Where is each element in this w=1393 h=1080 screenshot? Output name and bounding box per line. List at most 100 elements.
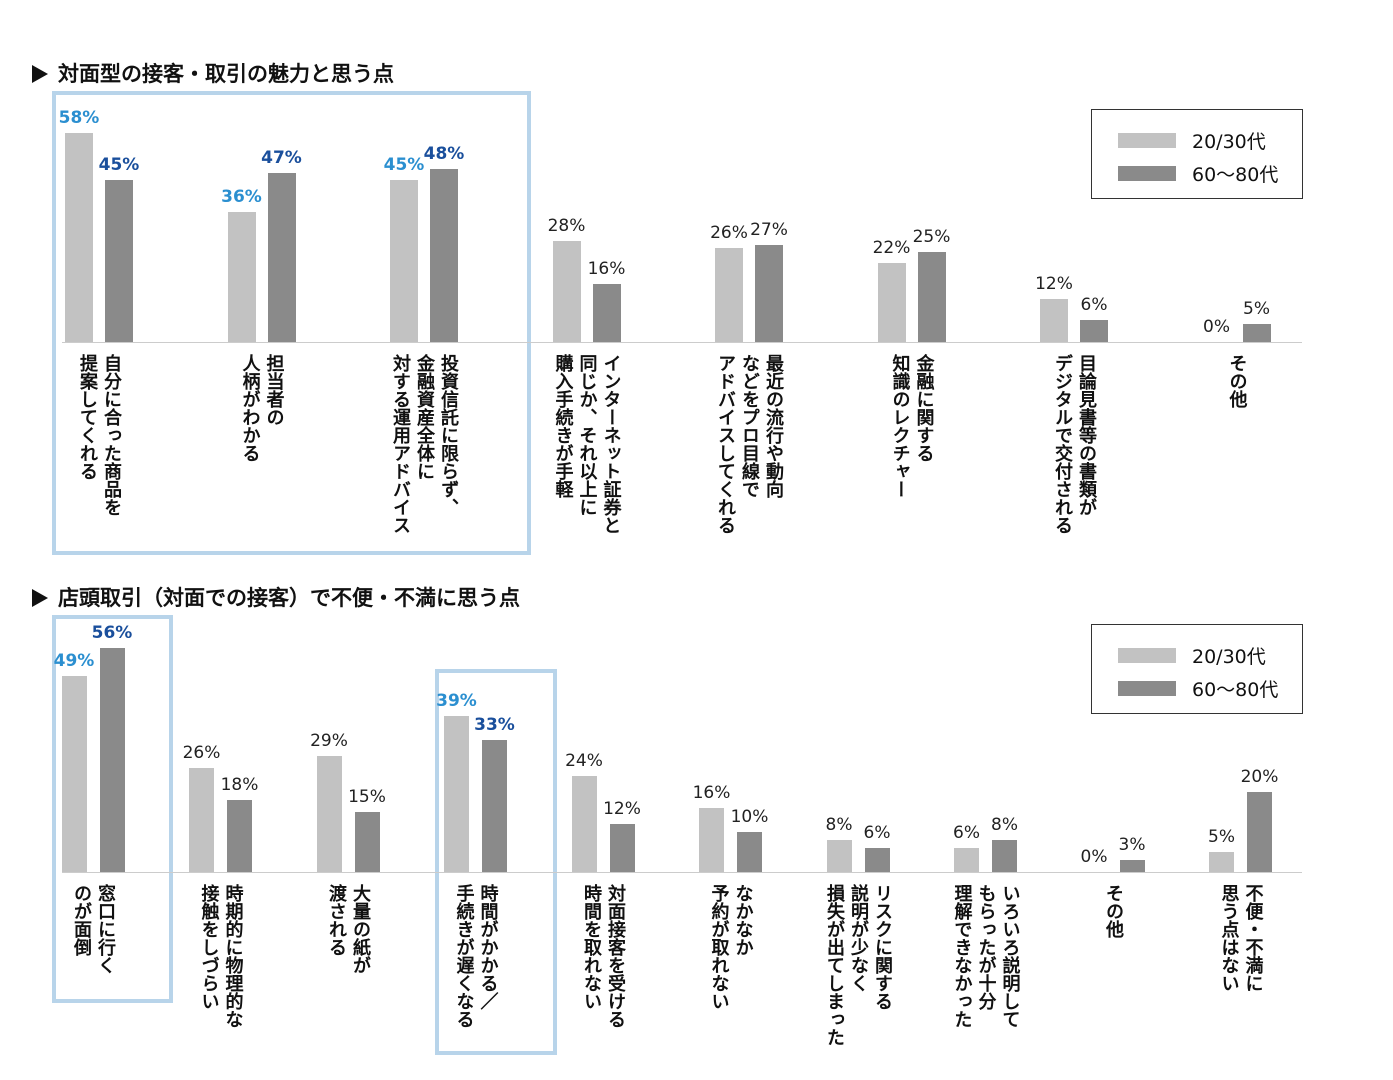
value-label-2-5-1: 10% xyxy=(730,807,769,827)
category-label-line: もらったが十分 xyxy=(975,884,997,1010)
category-label-line: 時間を取れない xyxy=(581,884,602,1010)
bar-2-3-1 xyxy=(482,740,507,872)
bar-1-7-1 xyxy=(1242,324,1271,342)
bar-1-2-1 xyxy=(430,169,458,342)
category-label-2-3: 時間がかかる／ 手続きが遅くなる xyxy=(452,884,500,1028)
category-label-line: 時期的に物理的な xyxy=(222,884,244,1028)
category-label-2-5: なかなか 予約が取れない xyxy=(707,884,755,1010)
value-label-1-3-0: 28% xyxy=(547,216,586,237)
value-label-2-6-1: 6% xyxy=(863,823,891,843)
bar-1-5-0 xyxy=(877,262,906,342)
bar-1-5-1 xyxy=(917,252,946,342)
category-label-1-0: 自分に合った商品を 提案してくれる xyxy=(75,354,123,516)
value-label-2-2-1: 15% xyxy=(348,787,386,807)
bar-2-4-0 xyxy=(571,776,597,872)
category-label-line: インターネット証券と xyxy=(600,354,622,534)
bar-1-0-1 xyxy=(105,180,133,342)
category-label-line: アドバイスしてくれる xyxy=(715,354,736,534)
category-label-line: デジタルで交付される xyxy=(1052,354,1073,534)
legend-swatch-series-1 xyxy=(1118,166,1176,181)
bar-2-2-0 xyxy=(316,756,342,872)
bar-1-2-0 xyxy=(390,180,418,342)
bar-1-4-0 xyxy=(715,248,743,342)
category-label-line: 同じか、それ以上に xyxy=(576,354,598,516)
bar-1-6-0 xyxy=(1040,298,1068,342)
category-label-2-2: 大量の紙が 渡される xyxy=(324,884,372,974)
bar-2-8-1 xyxy=(1119,860,1145,872)
category-label-line: 予約が取れない xyxy=(708,884,730,1010)
value-label-1-0-1: 45% xyxy=(98,155,140,175)
legend-label-series-1: 60〜80代 xyxy=(1192,679,1279,701)
value-label-2-3-0: 39% xyxy=(436,691,477,711)
value-label-1-0-0: 58% xyxy=(58,108,100,129)
bar-2-9-0 xyxy=(1209,852,1234,872)
bar-2-1-1 xyxy=(227,800,252,872)
category-label-line: 知識のレクチャー xyxy=(889,354,911,498)
chart1-highlight-box xyxy=(52,91,531,555)
category-label-line: なかなか xyxy=(732,884,754,956)
value-label-1-7-0: 0% xyxy=(1203,317,1230,337)
bar-2-3-0 xyxy=(444,716,469,872)
category-label-1-5: 金融に関する 知識のレクチャー xyxy=(888,354,936,498)
chart1-title: 対面型の接客・取引の魅力と思う点 xyxy=(32,58,394,88)
category-label-line: その他 xyxy=(1226,354,1248,408)
bar-2-5-0 xyxy=(699,808,724,872)
category-label-2-7: いろいろ説明して もらったが十分 理解できなかった xyxy=(950,884,1022,1028)
category-label-line: 不便・不満に xyxy=(1242,884,1264,992)
category-label-line: 提案してくれる xyxy=(77,354,98,480)
value-label-1-3-1: 16% xyxy=(587,259,626,280)
bar-2-9-1 xyxy=(1247,792,1272,872)
value-label-2-9-0: 5% xyxy=(1208,827,1235,847)
value-label-2-5-0: 16% xyxy=(692,783,731,803)
legend-label-series-1: 60〜80代 xyxy=(1192,164,1279,186)
value-label-2-2-0: 29% xyxy=(310,731,348,751)
value-label-2-3-1: 33% xyxy=(474,715,515,735)
value-label-2-7-1: 8% xyxy=(991,815,1018,835)
category-label-line: 思う点はない xyxy=(1218,884,1240,992)
chart2-baseline xyxy=(62,872,1302,873)
category-label-line: その他 xyxy=(1103,884,1124,938)
chart2-title: 店頭取引（対面での接客）で不便・不満に思う点 xyxy=(32,582,520,612)
category-label-line: 接触をしづらい xyxy=(198,884,220,1010)
chart2-legend: 20/30代 60〜80代 xyxy=(1091,624,1303,714)
chart2-highlight-box-1 xyxy=(435,669,557,1055)
category-label-1-3: インターネット証券と 同じか、それ以上に 購入手続きが手軽 xyxy=(551,354,623,534)
category-label-line: いろいろ説明して xyxy=(999,884,1021,1028)
legend-swatch-series-0 xyxy=(1118,133,1176,148)
value-label-2-1-0: 26% xyxy=(182,743,221,763)
value-label-2-7-0: 6% xyxy=(953,823,980,843)
triangle-icon xyxy=(32,65,48,83)
category-label-2-9: 不便・不満に 思う点はない xyxy=(1217,884,1265,992)
category-label-1-4: 最近の流行や動向 などをプロ目線で アドバイスしてくれる xyxy=(713,354,785,534)
value-label-1-2-0: 45% xyxy=(383,155,425,175)
value-label-2-8-0: 0% xyxy=(1080,847,1108,867)
category-label-line: 対面接客を受ける xyxy=(605,884,626,1028)
bar-2-1-0 xyxy=(189,768,214,872)
value-label-1-5-0: 22% xyxy=(872,237,911,258)
bar-1-4-1 xyxy=(755,244,783,342)
value-label-1-4-1: 27% xyxy=(750,219,788,240)
category-label-line: 金融資産全体に xyxy=(414,354,435,480)
value-label-1-4-0: 26% xyxy=(710,223,748,244)
bar-1-3-1 xyxy=(592,284,621,342)
value-label-1-7-1: 5% xyxy=(1243,299,1270,319)
category-label-line: 投資信託に限らず、 xyxy=(438,354,459,516)
bar-2-5-1 xyxy=(737,832,762,872)
value-label-2-9-1: 20% xyxy=(1240,767,1279,787)
category-label-line: 渡される xyxy=(326,884,347,956)
bar-2-6-0 xyxy=(826,840,852,872)
chart1-baseline xyxy=(62,342,1302,343)
triangle-icon xyxy=(32,589,48,607)
bar-2-2-1 xyxy=(354,812,380,872)
category-label-2-1: 時期的に物理的な 接触をしづらい xyxy=(197,884,245,1028)
value-label-2-1-1: 18% xyxy=(220,775,259,795)
category-label-1-7: その他 xyxy=(1225,354,1249,408)
category-label-line: 窓口に行く xyxy=(95,884,116,974)
value-label-2-6-0: 8% xyxy=(825,815,853,835)
category-label-line: 損失が出てしまった xyxy=(824,884,845,1046)
bar-2-7-1 xyxy=(992,840,1017,872)
value-label-1-1-0: 36% xyxy=(221,187,262,208)
category-label-line: 対する運用アドバイス xyxy=(390,354,411,534)
value-label-2-4-0: 24% xyxy=(565,751,603,771)
